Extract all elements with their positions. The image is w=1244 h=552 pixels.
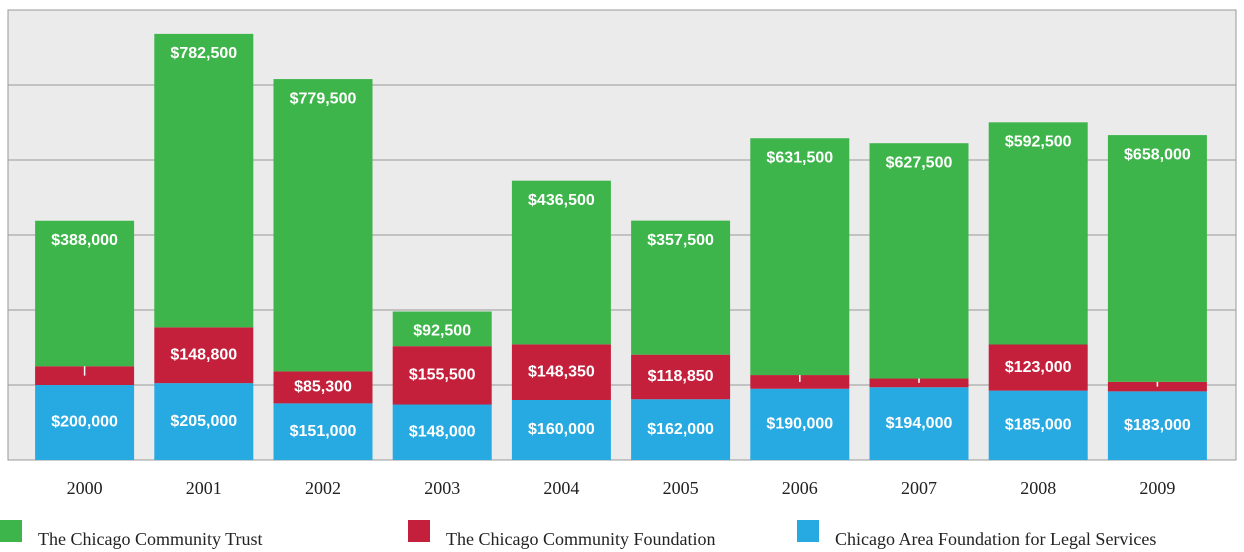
value-label: $631,500 (766, 149, 833, 166)
bar-segment (273, 79, 373, 372)
bar-segment (869, 143, 969, 379)
legend-label: Chicago Area Foundation for Legal Servic… (835, 529, 1156, 549)
bar-segment (750, 388, 850, 460)
value-label: $779,500 (290, 90, 357, 107)
bar-segment (35, 385, 135, 460)
value-label: $85,300 (294, 379, 352, 396)
bar-segment (273, 371, 373, 404)
value-label: $162,000 (647, 421, 714, 438)
legend-swatch (0, 520, 22, 542)
value-label: $782,500 (170, 45, 237, 62)
x-tick-label: 2009 (1139, 478, 1175, 498)
bar-segment (511, 400, 611, 460)
value-label: $155,500 (409, 367, 476, 384)
x-tick-label: 2007 (901, 478, 937, 498)
x-tick-label: 2003 (424, 478, 460, 498)
value-label: $658,000 (1124, 146, 1191, 163)
value-label: $357,500 (647, 232, 714, 249)
bar-segment (154, 383, 254, 460)
value-label: $205,000 (170, 413, 237, 430)
value-label: $151,000 (290, 423, 357, 440)
x-tick-label: 2002 (305, 478, 341, 498)
bar-segment (154, 327, 254, 384)
value-label: $592,500 (1005, 134, 1072, 151)
bar-segment (988, 122, 1088, 345)
bar-segment (392, 311, 492, 347)
bar-segment (392, 404, 492, 460)
bar-segment (392, 346, 492, 405)
value-label: $627,500 (886, 154, 953, 171)
bar-segment (869, 387, 969, 460)
bar-segment (511, 344, 611, 400)
bar-segment (35, 220, 135, 367)
value-label: $200,000 (51, 414, 118, 431)
bar-segment (511, 180, 611, 345)
x-tick-label: 2006 (782, 478, 818, 498)
value-label: $148,800 (170, 346, 237, 363)
value-label: $183,000 (1124, 417, 1191, 434)
legend-swatch (408, 520, 430, 542)
bar-segment (750, 138, 850, 376)
bar-segment (154, 33, 254, 328)
bar-segment (631, 220, 731, 355)
value-label: $190,000 (766, 416, 833, 433)
bar-segment (1107, 135, 1207, 382)
value-label: $148,000 (409, 423, 476, 440)
value-label: $123,000 (1005, 359, 1072, 376)
value-label: $148,350 (528, 363, 595, 380)
bar-segment (988, 344, 1088, 391)
legend-label: The Chicago Community Trust (38, 529, 263, 549)
bar-segment (1107, 391, 1207, 460)
value-label: $388,000 (51, 232, 118, 249)
value-label: $118,850 (648, 368, 714, 385)
value-label: $160,000 (528, 421, 595, 438)
value-label: $185,000 (1005, 417, 1072, 434)
bar-segment (631, 354, 731, 400)
x-tick-label: 2000 (67, 478, 103, 498)
legend-swatch (797, 520, 819, 542)
legend-label: The Chicago Community Foundation (446, 529, 715, 549)
value-label: $194,000 (886, 415, 953, 432)
value-label: $436,500 (528, 192, 595, 209)
x-tick-label: 2001 (186, 478, 222, 498)
value-label: $92,500 (413, 323, 471, 340)
bar-segment (273, 403, 373, 460)
bar-segment (631, 399, 731, 460)
x-tick-label: 2008 (1020, 478, 1056, 498)
x-tick-label: 2005 (663, 478, 699, 498)
bar-segment (988, 390, 1088, 460)
x-tick-label: 2004 (543, 478, 579, 498)
